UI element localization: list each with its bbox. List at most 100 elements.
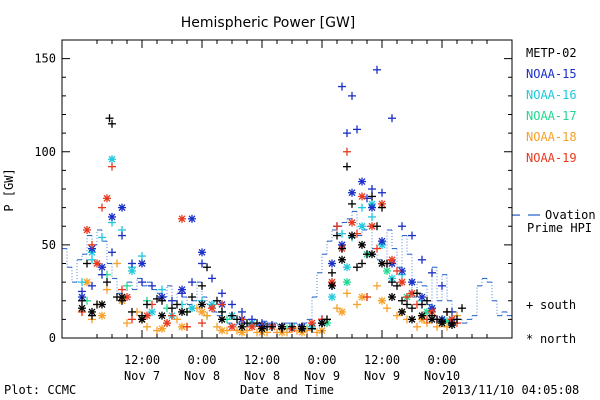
noaa-18-south-point <box>393 311 401 320</box>
noaa-18-north-point <box>218 326 226 335</box>
x-axis-label: Date and Time <box>240 383 334 397</box>
marker-legend-north-symbol: * <box>526 332 533 346</box>
metp-02-south-point <box>108 119 116 128</box>
noaa-18-south-point <box>213 322 221 331</box>
ovation-legend-line-1: Ovation <box>545 208 596 222</box>
x-tick-time-label: 12:00 <box>364 353 400 367</box>
metp-02-north-point <box>428 315 436 324</box>
metp-02-north-point <box>358 240 366 249</box>
noaa-15-north-point <box>328 259 336 268</box>
metp-02-south-point <box>213 296 221 305</box>
noaa-19-south-point <box>343 147 351 156</box>
metp-02-north-point <box>78 304 86 313</box>
noaa-18-south-point <box>123 319 131 328</box>
noaa-15-south-point <box>388 114 396 123</box>
metp-02-north-point <box>388 293 396 302</box>
metp-02-north-point <box>178 307 186 316</box>
noaa-16-north-point <box>328 293 336 302</box>
noaa-15-north-point <box>108 212 116 221</box>
x-tick-date-label: Nov 7 <box>124 369 160 383</box>
metp-02-south-point <box>353 263 361 272</box>
metp-02-south-point <box>348 199 356 208</box>
metp-02-south-point <box>443 307 451 316</box>
noaa-19-south-point <box>108 162 116 171</box>
metp-02-south-point <box>338 244 346 253</box>
noaa-15-south-point <box>373 65 381 74</box>
noaa-16-north-point <box>148 307 156 316</box>
noaa-15-south-point <box>188 278 196 287</box>
noaa-18-south-point <box>373 281 381 290</box>
noaa-18-north-point <box>178 322 186 331</box>
noaa-15-north-point <box>118 203 126 212</box>
noaa-15-south-point <box>238 307 246 316</box>
noaa-18-south-point <box>143 322 151 331</box>
metp-02-south-point <box>188 293 196 302</box>
x-tick-time-label: 12:00 <box>124 353 160 367</box>
metp-02-south-point <box>423 296 431 305</box>
noaa-16-north-point <box>343 263 351 272</box>
x-tick-time-label: 0:00 <box>308 353 337 367</box>
noaa-15-north-point <box>138 259 146 268</box>
metp-02-south-point <box>453 315 461 324</box>
noaa-15-south-point <box>128 259 136 268</box>
noaa-19-north-point <box>358 192 366 201</box>
x-tick-time-label: 12:00 <box>244 353 280 367</box>
metp-02-south-point <box>243 319 251 328</box>
noaa-15-north-point <box>408 278 416 287</box>
metp-02-south-point <box>333 231 341 240</box>
metp-02-north-point <box>98 300 106 309</box>
metp-02-south-point <box>418 300 426 309</box>
noaa-19-south-point <box>393 266 401 275</box>
noaa-19-north-point <box>93 259 101 268</box>
metp-02-north-point <box>378 259 386 268</box>
ovation-legend: Ovation Prime HPI <box>527 208 596 235</box>
metp-02-south-point <box>203 263 211 272</box>
noaa-15-south-point <box>248 315 256 324</box>
metp-02-south-point <box>78 296 86 305</box>
noaa-16-south-point <box>98 233 106 242</box>
noaa-15-north-point <box>188 214 196 223</box>
metp-02-south-point <box>233 315 241 324</box>
marker-legend-south-symbol: + <box>526 298 533 312</box>
noaa-18-north-point <box>378 296 386 305</box>
noaa-15-north-point <box>358 177 366 186</box>
noaa-16-south-point <box>78 278 86 287</box>
metp-02-south-point <box>328 268 336 277</box>
noaa-16-north-point <box>358 222 366 231</box>
noaa-15-north-point <box>418 293 426 302</box>
noaa-19-south-point <box>88 240 96 249</box>
metp-02-south-point <box>103 278 111 287</box>
chart-title: Hemispheric Power [GW] <box>181 15 356 31</box>
noaa-16-south-point <box>158 285 166 294</box>
x-tick-date-label: Nov 9 <box>364 369 400 383</box>
noaa-18-south-point <box>413 322 421 331</box>
noaa-15-south-point <box>353 125 361 134</box>
series-legend: METP-02 NOAA-15 NOAA-16 NOAA-17 NOAA-18 NOAA-… <box>526 46 577 165</box>
metp-02-south-point <box>368 192 376 201</box>
ovation-legend-line-2: Prime HPI <box>527 221 592 235</box>
metp-02-south-point <box>288 322 296 331</box>
metp-02-north-point <box>408 315 416 324</box>
metp-02-north-point <box>348 231 356 240</box>
plot-area-frame <box>61 39 513 339</box>
metp-02-north-point <box>398 307 406 316</box>
noaa-15-south-point <box>168 296 176 305</box>
metp-02-south-point <box>268 322 276 331</box>
metp-02-south-point <box>253 319 261 328</box>
noaa-19-south-point <box>403 293 411 302</box>
noaa-19-north-point <box>103 194 111 203</box>
noaa-19-south-point <box>183 322 191 331</box>
metp-02-south-point <box>158 296 166 305</box>
noaa-19-south-point <box>128 315 136 324</box>
metp-02-south-point <box>128 307 136 316</box>
noaa-19-north-point <box>83 225 91 234</box>
noaa-15-south-point <box>198 259 206 268</box>
metp-02-south-point <box>458 304 466 313</box>
metp-02-north-point <box>338 255 346 264</box>
noaa-18-north-point <box>198 307 206 316</box>
x-tick-date-label: Nov10 <box>424 369 460 383</box>
y-axis: 0 50 100 150 <box>34 39 512 345</box>
noaa-15-north-point <box>348 188 356 197</box>
x-tick-time-label: 0:00 <box>428 353 457 367</box>
